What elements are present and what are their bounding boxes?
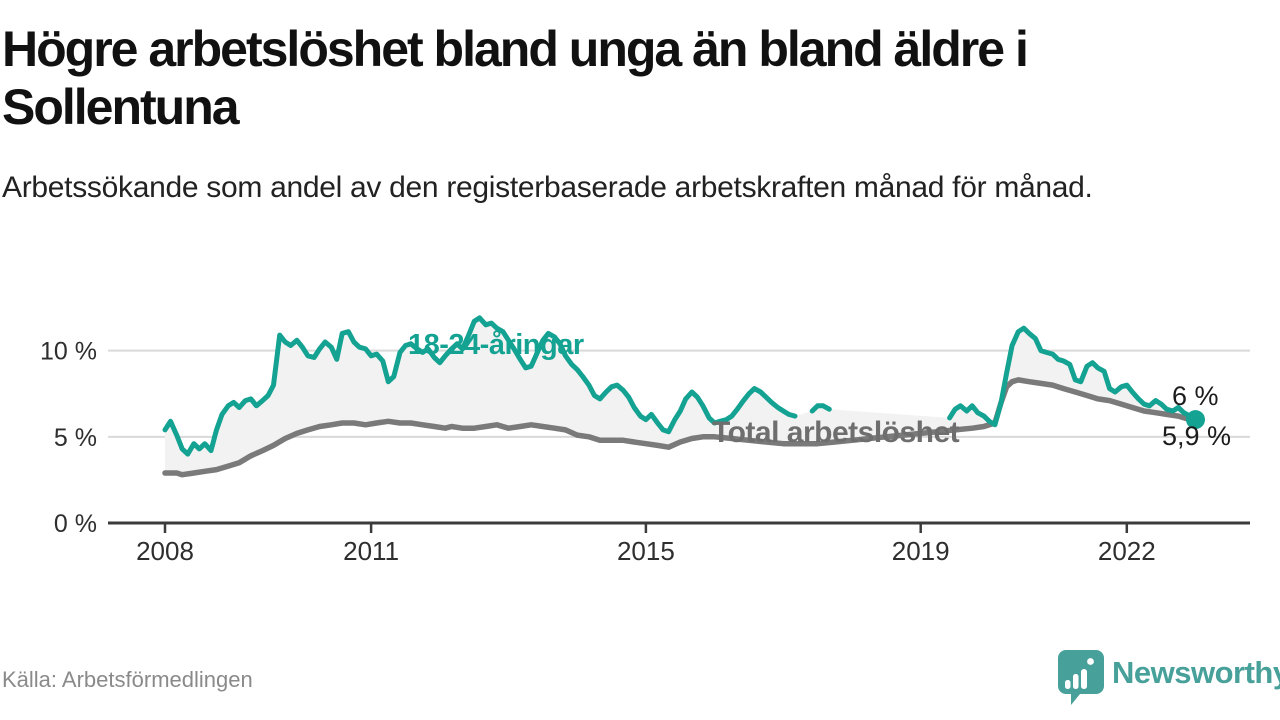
x-tick-label-2019: 2019 xyxy=(892,536,950,566)
area-between-series xyxy=(165,317,1196,475)
series-label-18-24: 18-24-åringar xyxy=(408,329,584,361)
newsworthy-wordmark: Newsworthy xyxy=(1112,655,1280,690)
page-title: Högre arbetslöshet bland unga än bland ä… xyxy=(2,21,1029,135)
series-line-total-seg0 xyxy=(162,377,1199,478)
x-tick-label-2022: 2022 xyxy=(1098,536,1156,566)
newsworthy-logo xyxy=(1058,650,1104,705)
series-line-young-seg0 xyxy=(162,315,798,457)
y-tick-label-0: 0 % xyxy=(54,510,97,538)
source-note: Källa: Arbetsförmedlingen xyxy=(2,667,253,692)
end-value-label-18-24: 6 % xyxy=(1172,381,1219,411)
series-line-young-seg1 xyxy=(809,403,832,414)
series-label-total: Total arbetslöshet xyxy=(712,416,960,449)
series-end-dot-young xyxy=(1186,410,1205,430)
newsworthy-logo-icon xyxy=(1058,650,1104,705)
end-value-label-total: 5,9 % xyxy=(1162,421,1232,451)
y-tick-label-5: 5 % xyxy=(54,424,97,452)
x-tick-label-2015: 2015 xyxy=(617,536,675,566)
x-tick-label-2008: 2008 xyxy=(136,536,194,566)
page-subtitle: Arbetssökande som andel av den registerb… xyxy=(2,171,1093,204)
y-tick-label-10: 10 % xyxy=(40,338,97,366)
series-line-young-seg2 xyxy=(947,325,1198,428)
x-tick-label-2011: 2011 xyxy=(343,536,399,566)
